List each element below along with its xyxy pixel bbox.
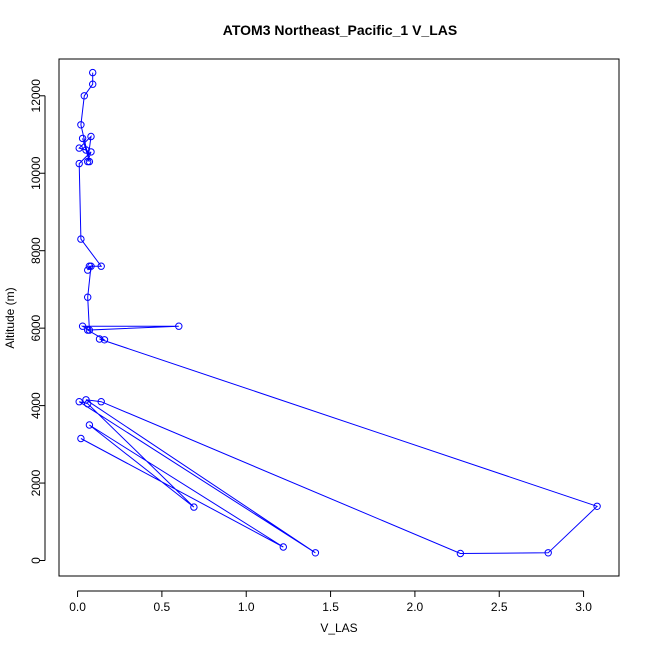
data-point	[89, 80, 97, 88]
y-tick-label: 10000	[29, 156, 43, 190]
x-tick-label: 2.0	[407, 600, 424, 614]
series-line	[78, 72, 599, 555]
y-tick-label: 0	[29, 557, 43, 564]
data-point	[175, 322, 183, 330]
data-point	[97, 262, 105, 270]
data-point	[311, 549, 320, 557]
data-point	[75, 398, 83, 406]
data-point	[279, 543, 287, 551]
data-point	[190, 503, 198, 511]
y-tick-label: 12000	[29, 79, 43, 113]
y-tick-label: 8000	[29, 237, 43, 264]
data-point	[85, 421, 94, 429]
y-tick-label: 4000	[29, 392, 43, 419]
data-point	[97, 398, 105, 406]
data-point	[84, 326, 92, 334]
x-tick-label: 0.5	[154, 600, 171, 614]
data-series	[75, 68, 601, 558]
chart-title: ATOM3 Northeast_Pacific_1 V_LAS	[223, 22, 457, 38]
data-point	[84, 157, 92, 166]
x-tick-label: 1.5	[322, 600, 339, 614]
data-point	[75, 144, 83, 152]
x-tick-label: 2.5	[491, 600, 508, 614]
y-axis: 0 2000 4000 6000 8000 10000 12000	[29, 79, 46, 564]
data-point	[77, 235, 85, 243]
x-tick-label: 3.0	[575, 600, 592, 614]
data-point	[87, 148, 95, 156]
y-axis-label: Altitude (m)	[3, 287, 17, 348]
data-point	[84, 293, 92, 301]
data-point	[544, 549, 552, 557]
data-point	[78, 322, 87, 330]
y-tick-label: 2000	[29, 469, 43, 496]
y-tick-label: 6000	[29, 314, 43, 341]
x-axis-label: V_LAS	[320, 621, 357, 635]
plot-frame	[58, 58, 620, 577]
data-point	[593, 502, 601, 510]
data-point	[78, 134, 87, 143]
data-point	[100, 336, 109, 344]
data-point	[82, 146, 90, 154]
data-point	[87, 132, 95, 141]
data-point	[77, 121, 85, 129]
data-point	[95, 335, 104, 343]
data-point	[75, 159, 83, 168]
data-point	[87, 262, 95, 270]
data-point	[89, 68, 97, 77]
data-point	[456, 549, 465, 558]
x-axis: 0.0 0.5 1.0 1.5 2.0 2.5 3.0	[69, 590, 592, 614]
x-tick-label: 1.0	[238, 600, 255, 614]
x-tick-label: 0.0	[69, 600, 86, 614]
data-point	[84, 400, 92, 408]
data-point	[77, 434, 85, 443]
data-point	[80, 92, 89, 100]
data-point	[82, 396, 90, 404]
